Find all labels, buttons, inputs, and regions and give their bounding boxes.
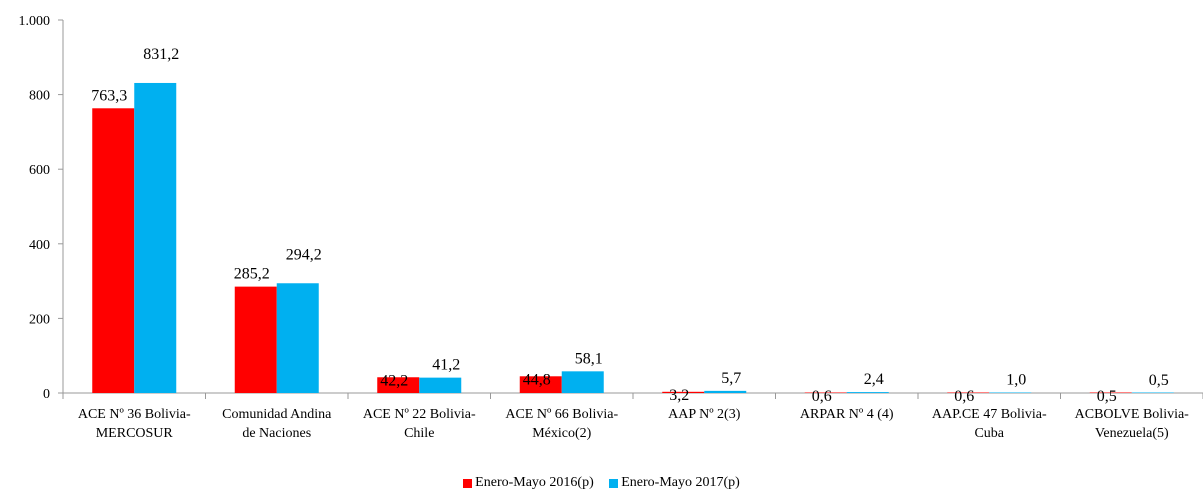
bar-series-1 [947,392,990,393]
axes: 0 200 400 600 800 1.000 [19,14,1203,402]
category-label: México(2) [532,426,591,441]
category-label: Cuba [974,426,1004,441]
data-label-series-1: 285,2 [234,266,270,283]
bar-series-2 [846,392,889,393]
y-tick-label: 600 [29,163,50,178]
bar-series-2 [419,377,462,393]
data-label-series-2: 1,0 [1006,372,1026,389]
y-tick-label: 400 [29,238,50,253]
bar-series-2 [134,82,177,393]
data-label-series-1: 0,6 [812,388,832,405]
category-label: AAP.CE 47 Bolivia- [932,407,1047,422]
data-label-series-1: 42,2 [380,372,408,389]
category-label: Comunidad Andina [222,407,332,422]
category-label: ACE Nº 66 Bolivia- [505,407,618,422]
bar-series-1 [234,286,277,393]
category-label: Chile [404,426,434,441]
data-label-series-1: 3,2 [669,387,689,404]
bar-series-1 [662,391,705,393]
category-label: MERCOSUR [96,426,174,441]
bar-series-2 [704,390,747,393]
category-label: AAP Nº 2(3) [668,407,741,422]
data-label-series-1: 0,5 [1097,388,1117,405]
bar-series-2 [276,283,319,393]
data-label-series-1: 44,8 [523,371,551,388]
legend-swatch-series-2 [609,478,619,488]
data-label-series-2: 5,7 [721,370,741,387]
legend-label-series-1: Enero-Mayo 2016(p) [475,475,594,490]
y-tick-label: 800 [29,89,50,104]
category-labels: ACE Nº 36 Bolivia- MERCOSUR Comunidad Andi… [78,407,1189,441]
data-label-series-1: 763,3 [91,87,127,104]
y-tick-label: 200 [29,312,50,327]
legend-swatch-series-1 [463,478,473,488]
data-label-series-1: 0,6 [954,388,974,405]
bars [92,82,1174,394]
y-tick-label: 0 [43,387,50,402]
bar-series-2 [561,371,604,393]
data-label-series-2: 0,5 [1149,372,1169,389]
category-label: ACBOLVE Bolivia- [1075,407,1190,422]
bar-series-2 [989,392,1032,393]
bar-series-1 [377,377,420,393]
data-label-series-2: 2,4 [864,371,884,388]
bar-chart: 0 200 400 600 800 1.000 763,3 831,2 285,2 294,2 4… [19,14,1203,441]
bar-series-1 [92,108,135,394]
data-labels: 763,3 831,2 285,2 294,2 42,2 41,2 44,8 58,1 3,2 5… [91,46,1169,405]
bar-series-2 [1131,392,1174,393]
legend-item-series-1: Enero-Mayo 2016(p) [463,475,594,491]
data-label-series-2: 58,1 [575,350,603,367]
data-label-series-2: 831,2 [143,46,179,63]
legend: Enero-Mayo 2016(p) Enero-Mayo 2017(p) [0,475,1203,493]
legend-item-series-2: Enero-Mayo 2017(p) [609,475,740,491]
category-label: ACE Nº 22 Bolivia- [363,407,476,422]
category-label: de Naciones [242,426,311,441]
legend-label-series-2: Enero-Mayo 2017(p) [621,475,740,490]
y-tick-label: 1.000 [19,14,51,29]
bar-series-1 [519,376,562,393]
category-label: Venezuela(5) [1095,426,1169,441]
data-label-series-2: 294,2 [286,246,322,263]
bar-series-1 [1089,392,1132,393]
category-label: ACE Nº 36 Bolivia- [78,407,191,422]
bar-series-1 [804,392,847,393]
category-label: ARPAR Nº 4 (4) [800,407,894,422]
data-label-series-2: 41,2 [432,357,460,374]
